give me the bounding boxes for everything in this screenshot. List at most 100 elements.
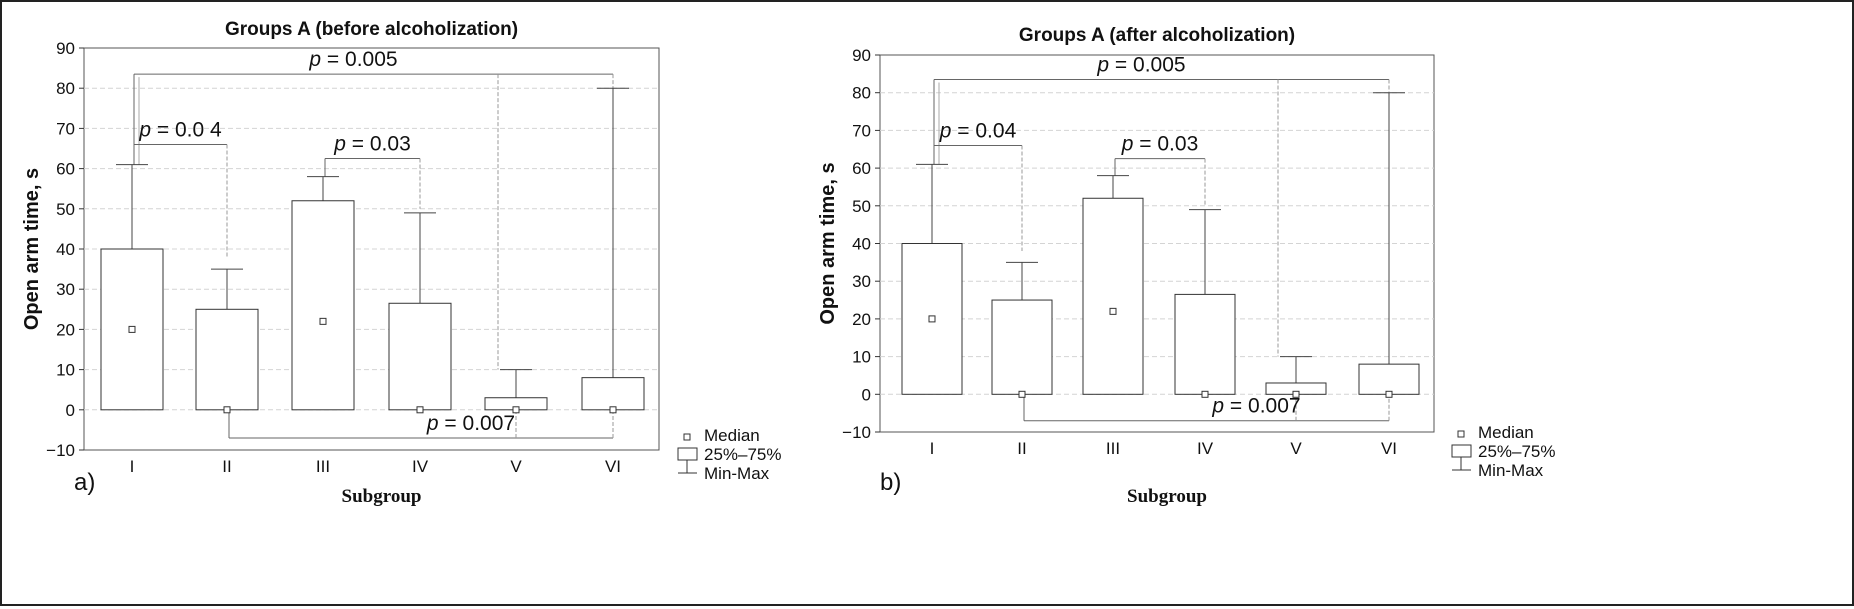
- p-symbol: p: [1211, 395, 1224, 418]
- x-axis-label: Subgroup: [1127, 486, 1207, 507]
- x-tick-label: II: [1017, 439, 1026, 458]
- p-value-label: p = 0.007: [1211, 395, 1300, 418]
- iqr-box: [388, 302, 452, 411]
- median-marker: [609, 406, 617, 414]
- y-tick-label: 60: [852, 159, 871, 178]
- x-tick-label: III: [316, 457, 330, 476]
- significance-bracket: p = 0.03: [324, 133, 421, 209]
- box-III: [291, 176, 355, 411]
- y-tick-label: −10: [46, 441, 75, 460]
- panel-label: a): [74, 469, 95, 496]
- iqr-box: [991, 299, 1053, 395]
- p-symbol: p: [1121, 133, 1134, 156]
- box-IV: [1174, 209, 1236, 398]
- significance-bracket: p = 0.04: [933, 119, 1023, 252]
- box-II: [991, 261, 1053, 398]
- y-tick-label: 80: [56, 79, 75, 98]
- p-value-label: p = 0.005: [308, 48, 397, 71]
- iqr-box: [1358, 363, 1420, 395]
- y-tick-label: 0: [66, 401, 75, 420]
- y-tick-label: 90: [852, 46, 871, 65]
- p-value: = 0.007: [439, 412, 515, 435]
- y-tick-label: 70: [852, 121, 871, 140]
- significance-bracket: p = 0.007: [1023, 394, 1390, 422]
- legend-whisker-label: Min-Max: [704, 464, 770, 483]
- legend-box-swatch: [677, 447, 698, 461]
- panel-label: b): [880, 469, 901, 496]
- x-tick-label: I: [930, 439, 935, 458]
- p-value: = 0.005: [1109, 54, 1185, 77]
- p-value-label: p = 0.04: [939, 119, 1017, 142]
- y-tick-label: 30: [56, 280, 75, 299]
- box-V: [484, 369, 548, 414]
- iqr-box: [581, 377, 645, 411]
- x-tick-label: VI: [605, 457, 621, 476]
- p-symbol: p: [333, 133, 346, 156]
- p-value: = 0.005: [321, 48, 397, 71]
- significance-bracket: p = 0.03: [1114, 133, 1206, 206]
- y-tick-label: 50: [852, 197, 871, 216]
- box-III: [1082, 175, 1144, 395]
- legend-box-label: 25%–75%: [704, 445, 782, 464]
- p-value-label: p = 0.03: [333, 133, 411, 156]
- y-tick-label: 20: [852, 310, 871, 329]
- p-value: = 0.007: [1224, 395, 1300, 418]
- box-I: [100, 164, 164, 411]
- chart-title: Groups A (before alcoholization): [225, 19, 518, 40]
- p-value: = 0.03: [346, 133, 411, 156]
- x-tick-label: IV: [412, 457, 429, 476]
- legend-box-label: 25%–75%: [1478, 442, 1556, 461]
- p-value: = 0.03: [1133, 133, 1198, 156]
- y-tick-label: 40: [56, 240, 75, 259]
- p-value: = 0.0 4: [151, 118, 222, 141]
- median-marker: [223, 406, 231, 414]
- x-tick-label: IV: [1197, 439, 1214, 458]
- x-tick-label: III: [1106, 439, 1120, 458]
- iqr-box: [195, 308, 259, 411]
- x-axis-label: Subgroup: [342, 486, 422, 507]
- median-marker: [512, 406, 520, 414]
- median-marker: [1292, 390, 1300, 398]
- p-value-label: p = 0.0 4: [138, 118, 222, 141]
- p-value-label: p = 0.03: [1121, 133, 1199, 156]
- p-symbol: p: [308, 48, 321, 71]
- p-value-label: p = 0.005: [1096, 54, 1185, 77]
- box-VI: [1358, 92, 1420, 398]
- iqr-box: [1174, 293, 1236, 395]
- legend-whisker-label: Min-Max: [1478, 461, 1544, 480]
- legend-median-label: Median: [1478, 423, 1534, 442]
- y-tick-label: 40: [852, 235, 871, 254]
- median-marker: [1385, 390, 1393, 398]
- median-marker: [1018, 390, 1026, 398]
- y-tick-label: 10: [852, 348, 871, 367]
- median-marker: [1201, 390, 1209, 398]
- legend-median-marker: [1457, 430, 1465, 438]
- median-marker: [319, 317, 327, 325]
- y-tick-label: 20: [56, 320, 75, 339]
- significance-bracket: p = 0.007: [228, 409, 614, 439]
- p-value: = 0.04: [951, 119, 1016, 142]
- significance-bracket: p = 0.0 4: [133, 118, 228, 258]
- box-I: [901, 163, 963, 395]
- y-tick-label: 60: [56, 160, 75, 179]
- box-V: [1265, 356, 1327, 398]
- box-VI: [581, 87, 645, 414]
- box-II: [195, 268, 259, 414]
- median-marker: [128, 325, 136, 333]
- y-axis-label: Open arm time, s: [817, 162, 839, 324]
- x-tick-label: V: [510, 457, 522, 476]
- median-marker: [928, 315, 936, 323]
- y-tick-label: 50: [56, 200, 75, 219]
- legend-median-label: Median: [704, 426, 760, 445]
- x-tick-label: II: [222, 457, 231, 476]
- legend-median-marker: [683, 433, 691, 441]
- y-tick-label: −10: [842, 423, 871, 442]
- legend-box-swatch: [1451, 444, 1472, 458]
- p-symbol: p: [939, 119, 952, 142]
- p-value-label: p = 0.007: [426, 412, 515, 435]
